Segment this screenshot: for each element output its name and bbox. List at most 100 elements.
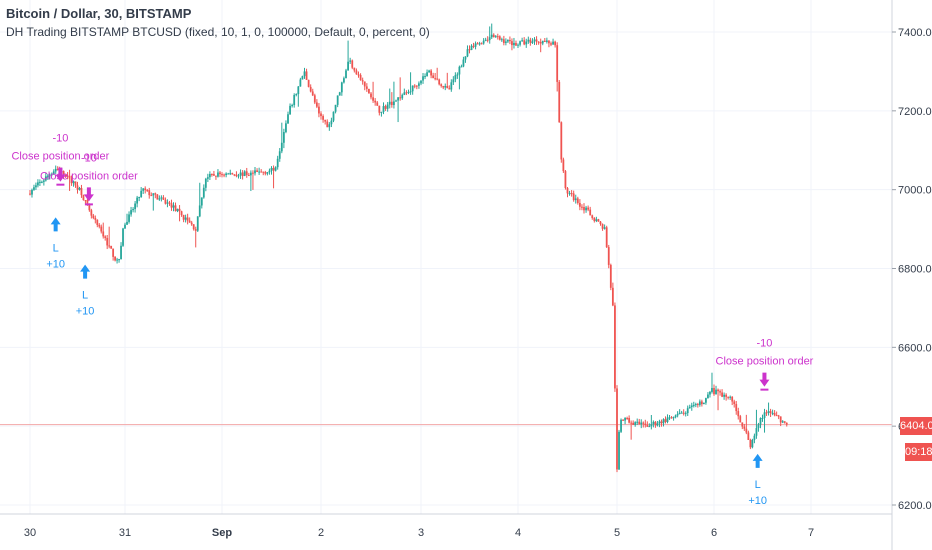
candle-body [755, 428, 758, 436]
candle-body [686, 408, 689, 414]
symbol-title[interactable]: Bitcoin / Dollar, 30, BITSTAMP [6, 6, 192, 21]
candle-body [37, 182, 39, 186]
candle-body [605, 227, 608, 248]
candle-body [574, 198, 577, 201]
candle-body [318, 106, 320, 114]
exit-label: Close position order [716, 356, 814, 368]
candle-body [122, 228, 124, 246]
candle-body [533, 39, 536, 42]
candle-body [591, 215, 594, 219]
candle-body [268, 170, 271, 173]
candle-body [94, 217, 97, 220]
candle-body [690, 405, 693, 408]
candle-body [140, 190, 143, 198]
candle-body [644, 423, 647, 426]
candle-body [84, 200, 87, 202]
candle-body [353, 67, 356, 71]
candle-body [208, 174, 211, 178]
candle-body [291, 105, 294, 107]
candle-body [743, 426, 746, 429]
exit-qty: -10 [52, 133, 68, 145]
candle-body [395, 100, 397, 102]
candle-body [215, 175, 217, 177]
candle-body [587, 207, 590, 210]
candle-body [502, 39, 505, 43]
candle-body [365, 86, 368, 89]
candle-body [247, 174, 250, 176]
candle-body [357, 74, 360, 76]
candle-body [702, 402, 705, 405]
candle-body [252, 172, 254, 174]
candle-body [361, 80, 364, 82]
candle-body [76, 185, 79, 190]
candle-body [413, 85, 416, 87]
candle-body [634, 422, 637, 425]
candle-body [688, 407, 691, 409]
candle-body [110, 245, 113, 249]
candle-body [560, 122, 563, 160]
candle-body [504, 41, 507, 43]
candle-body [245, 171, 248, 175]
candle-body [609, 264, 612, 288]
candle-body [114, 256, 117, 261]
candle-body [680, 412, 683, 414]
candle-body [719, 391, 721, 393]
y-tick-label: 6200.00 [898, 500, 932, 512]
candle-body [662, 419, 665, 424]
exit-qty: -10 [756, 338, 772, 350]
candle-body [698, 401, 701, 405]
candle-body [725, 394, 728, 397]
candle-body [773, 412, 776, 416]
candle-body [769, 411, 772, 414]
candle-body [124, 224, 126, 229]
candle-body [82, 195, 85, 201]
candle-body [482, 40, 485, 44]
candle-body [614, 305, 616, 389]
candle-body [548, 40, 550, 44]
exit-label: Close position order [11, 151, 109, 163]
indicator-legend[interactable]: DH Trading BITSTAMP BTCUSD (fixed, 10, 1… [6, 25, 430, 39]
candle-body [779, 416, 782, 423]
candle-body [620, 419, 622, 432]
candle-body [763, 412, 766, 418]
candle-body [48, 174, 51, 176]
candle-body [309, 86, 312, 92]
candle-body [120, 245, 122, 260]
entry-qty: +10 [748, 495, 767, 507]
candle-body [376, 102, 379, 106]
long-entry-arrow-icon [80, 264, 91, 279]
candle-body [334, 104, 337, 112]
candle-body [299, 79, 302, 87]
candle-body [420, 80, 422, 84]
candle-body [182, 214, 185, 220]
candle-body [64, 175, 67, 177]
candle-body [672, 417, 675, 419]
candle-body [611, 287, 614, 306]
candle-body [426, 72, 428, 77]
candle-body [727, 396, 730, 398]
candle-body [446, 86, 449, 89]
candle-body [484, 39, 487, 41]
candle-body [566, 188, 569, 194]
candle-body [717, 389, 719, 392]
candle-body [231, 173, 234, 175]
candle-body [264, 172, 267, 174]
candle-body [578, 202, 581, 207]
x-tick-label: Sep [212, 527, 232, 539]
candle-body [285, 123, 287, 133]
candle-body [368, 88, 370, 94]
candle-body [258, 171, 261, 173]
candle-body [642, 422, 645, 424]
candle-body [274, 167, 277, 171]
candle-body [96, 219, 99, 225]
candle-body [349, 60, 352, 62]
candle-body [745, 428, 748, 433]
candle-body [256, 170, 258, 172]
entry-label: L [755, 479, 761, 491]
candle-body [92, 215, 95, 218]
candle-body [278, 151, 281, 159]
candle-body [219, 172, 221, 175]
candle-body [100, 226, 103, 232]
candle-body [118, 259, 120, 261]
